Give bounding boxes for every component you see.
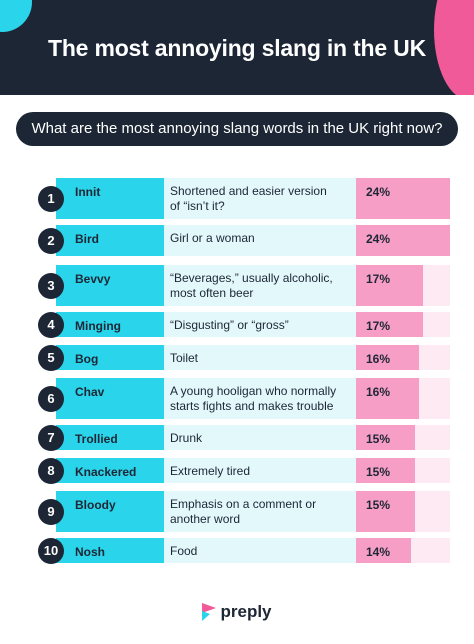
- rank-badge: 9: [38, 499, 64, 525]
- slang-meaning: Food: [164, 538, 356, 563]
- question-subtitle: What are the most annoying slang words i…: [16, 112, 458, 146]
- percentage-cell: 24%: [356, 225, 450, 256]
- slang-word: Knackered: [56, 458, 164, 483]
- rank-badge: 5: [38, 345, 64, 371]
- percentage-bar: [356, 538, 411, 563]
- percentage-bar: [356, 491, 415, 532]
- percentage-bar: [356, 265, 423, 306]
- percentage-cell: 14%: [356, 538, 450, 563]
- preply-logo-icon: [202, 603, 217, 621]
- percentage-bar: [356, 458, 415, 483]
- table-row: Bog Toilet 16% 5: [38, 345, 450, 371]
- slang-meaning: “Disgusting” or “gross”: [164, 312, 356, 337]
- percentage-label: 15%: [366, 432, 391, 446]
- percentage-cell: 17%: [356, 265, 450, 306]
- table-row: Innit Shortened and easier version of “is…: [38, 178, 450, 219]
- percentage-cell: 24%: [356, 178, 450, 219]
- slang-word: Chav: [56, 378, 164, 419]
- percentage-cell: 17%: [356, 312, 450, 337]
- table-row: Trollied Drunk 15% 7: [38, 425, 450, 451]
- percentage-label: 17%: [366, 272, 391, 286]
- percentage-label: 17%: [366, 319, 391, 333]
- slang-word: Bog: [56, 345, 164, 370]
- percentage-cell: 16%: [356, 378, 450, 419]
- rank-badge: 2: [38, 228, 64, 254]
- slang-word: Trollied: [56, 425, 164, 450]
- slang-meaning: Drunk: [164, 425, 356, 450]
- page-title: The most annoying slang in the UK: [47, 35, 427, 61]
- percentage-cell: 16%: [356, 345, 450, 370]
- rank-badge: 4: [38, 312, 64, 338]
- slang-meaning: Girl or a woman: [164, 225, 356, 256]
- rank-badge: 3: [38, 273, 64, 299]
- slang-meaning: Shortened and easier version of “isn’t i…: [164, 178, 356, 219]
- percentage-label: 15%: [366, 465, 391, 479]
- percentage-label: 24%: [366, 185, 391, 199]
- percentage-label: 24%: [366, 232, 391, 246]
- slang-meaning: A young hooligan who normally starts fig…: [164, 378, 356, 419]
- table-row: Bloody Emphasis on a comment or another w…: [38, 491, 450, 532]
- percentage-cell: 15%: [356, 458, 450, 483]
- rank-badge: 10: [38, 538, 64, 564]
- decorative-circle-left: [0, 0, 32, 32]
- percentage-bar: [356, 225, 450, 256]
- slang-word: Innit: [56, 178, 164, 219]
- rank-badge: 8: [38, 458, 64, 484]
- percentage-label: 16%: [366, 385, 391, 399]
- percentage-bar: [356, 345, 419, 370]
- slang-meaning: Emphasis on a comment or another word: [164, 491, 356, 532]
- percentage-label: 15%: [366, 498, 391, 512]
- footer: preply: [0, 602, 474, 622]
- table-row: Nosh Food 14% 10: [38, 538, 450, 564]
- table-row: Chav A young hooligan who normally start…: [38, 378, 450, 419]
- slang-word: Nosh: [56, 538, 164, 563]
- slang-word: Minging: [56, 312, 164, 337]
- slang-word: Bloody: [56, 491, 164, 532]
- percentage-bar: [356, 425, 415, 450]
- rank-badge: 1: [38, 186, 64, 212]
- header-banner: The most annoying slang in the UK: [0, 0, 474, 95]
- slang-word: Bird: [56, 225, 164, 256]
- slang-word: Bevvy: [56, 265, 164, 306]
- percentage-cell: 15%: [356, 425, 450, 450]
- percentage-label: 16%: [366, 352, 391, 366]
- rank-badge: 7: [38, 425, 64, 451]
- percentage-cell: 15%: [356, 491, 450, 532]
- table-row: Knackered Extremely tired 15% 8: [38, 458, 450, 484]
- slang-meaning: Toilet: [164, 345, 356, 370]
- table-row: Bevvy “Beverages,” usually alcoholic, mos…: [38, 265, 450, 306]
- slang-meaning: Extremely tired: [164, 458, 356, 483]
- percentage-label: 14%: [366, 545, 391, 559]
- table-row: Minging “Disgusting” or “gross” 17% 4: [38, 312, 450, 338]
- table-row: Bird Girl or a woman 24% 2: [38, 225, 450, 256]
- rank-badge: 6: [38, 386, 64, 412]
- brand-name: preply: [220, 602, 272, 621]
- percentage-bar: [356, 178, 450, 219]
- percentage-bar: [356, 312, 423, 337]
- percentage-bar: [356, 378, 419, 419]
- slang-meaning: “Beverages,” usually alcoholic, most oft…: [164, 265, 356, 306]
